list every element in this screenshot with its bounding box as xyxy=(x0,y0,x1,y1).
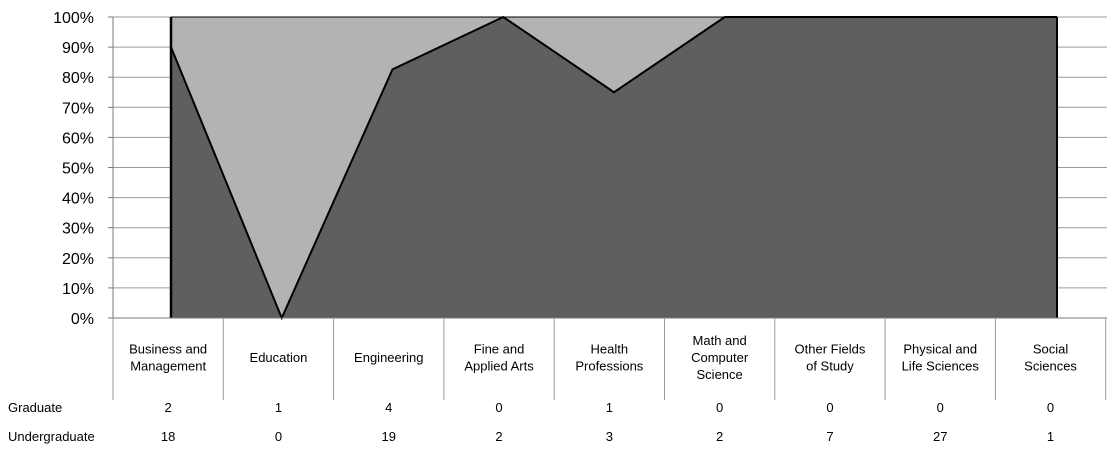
table-cell-value: 27 xyxy=(933,429,947,444)
table-cell-value: 0 xyxy=(826,400,833,415)
y-tick-label: 60% xyxy=(62,130,94,147)
category-label: Life Sciences xyxy=(902,359,980,374)
table-cell-value: 2 xyxy=(165,400,172,415)
y-tick-label: 50% xyxy=(62,161,94,178)
table-row-label: Graduate xyxy=(8,400,62,415)
table-cell-value: 0 xyxy=(495,400,502,415)
table-cell-value: 0 xyxy=(275,429,282,444)
category-label: Fine and xyxy=(474,342,525,357)
category-label: Computer xyxy=(691,350,749,365)
y-tick-label: 0% xyxy=(71,311,94,328)
axes xyxy=(108,16,1107,400)
category-label: Science xyxy=(697,367,743,382)
table-cell-value: 1 xyxy=(606,400,613,415)
table-cell-value: 3 xyxy=(606,429,613,444)
y-tick-label: 40% xyxy=(62,191,94,208)
y-tick-label: 80% xyxy=(62,70,94,87)
y-axis-tick-labels: 0% 10% 20% 30% 40% 50% 60% 70% 80% 90% 100% xyxy=(53,10,94,328)
category-label: Management xyxy=(130,359,206,374)
category-label: Sciences xyxy=(1024,359,1077,374)
y-tick-label: 30% xyxy=(62,221,94,238)
table-cell-value: 1 xyxy=(1047,429,1054,444)
y-tick-label: 10% xyxy=(62,281,94,298)
y-tick-label: 20% xyxy=(62,251,94,268)
table-cell-value: 2 xyxy=(495,429,502,444)
area-series xyxy=(169,15,1058,321)
table-cell-value: 4 xyxy=(385,400,392,415)
table-cell-value: 0 xyxy=(716,400,723,415)
category-label: Physical and xyxy=(903,342,977,357)
category-label: Business and xyxy=(129,342,207,357)
y-tick-label: 70% xyxy=(62,100,94,117)
category-label: Professions xyxy=(575,359,643,374)
x-axis-category-labels: Business and Management Education Engineeri… xyxy=(129,333,1077,382)
area-undergraduate xyxy=(171,17,1057,318)
table-cell-value: 2 xyxy=(716,429,723,444)
category-label: of Study xyxy=(806,359,854,374)
category-label: Applied Arts xyxy=(464,359,534,374)
category-label: Other Fields xyxy=(795,342,866,357)
table-cell-value: 0 xyxy=(1047,400,1054,415)
y-tick-label: 90% xyxy=(62,40,94,57)
table-row-label: Undergraduate xyxy=(8,429,95,444)
category-label: Math and xyxy=(693,333,747,348)
table-cell-value: 7 xyxy=(826,429,833,444)
category-label: Education xyxy=(250,350,308,365)
table-cell-value: 19 xyxy=(382,429,396,444)
category-label: Engineering xyxy=(354,350,423,365)
category-label: Social xyxy=(1033,342,1069,357)
table-cell-value: 1 xyxy=(275,400,282,415)
table-cell-value: 0 xyxy=(937,400,944,415)
y-tick-label: 100% xyxy=(53,10,94,27)
category-label: Health xyxy=(591,342,629,357)
table-cell-value: 18 xyxy=(161,429,175,444)
